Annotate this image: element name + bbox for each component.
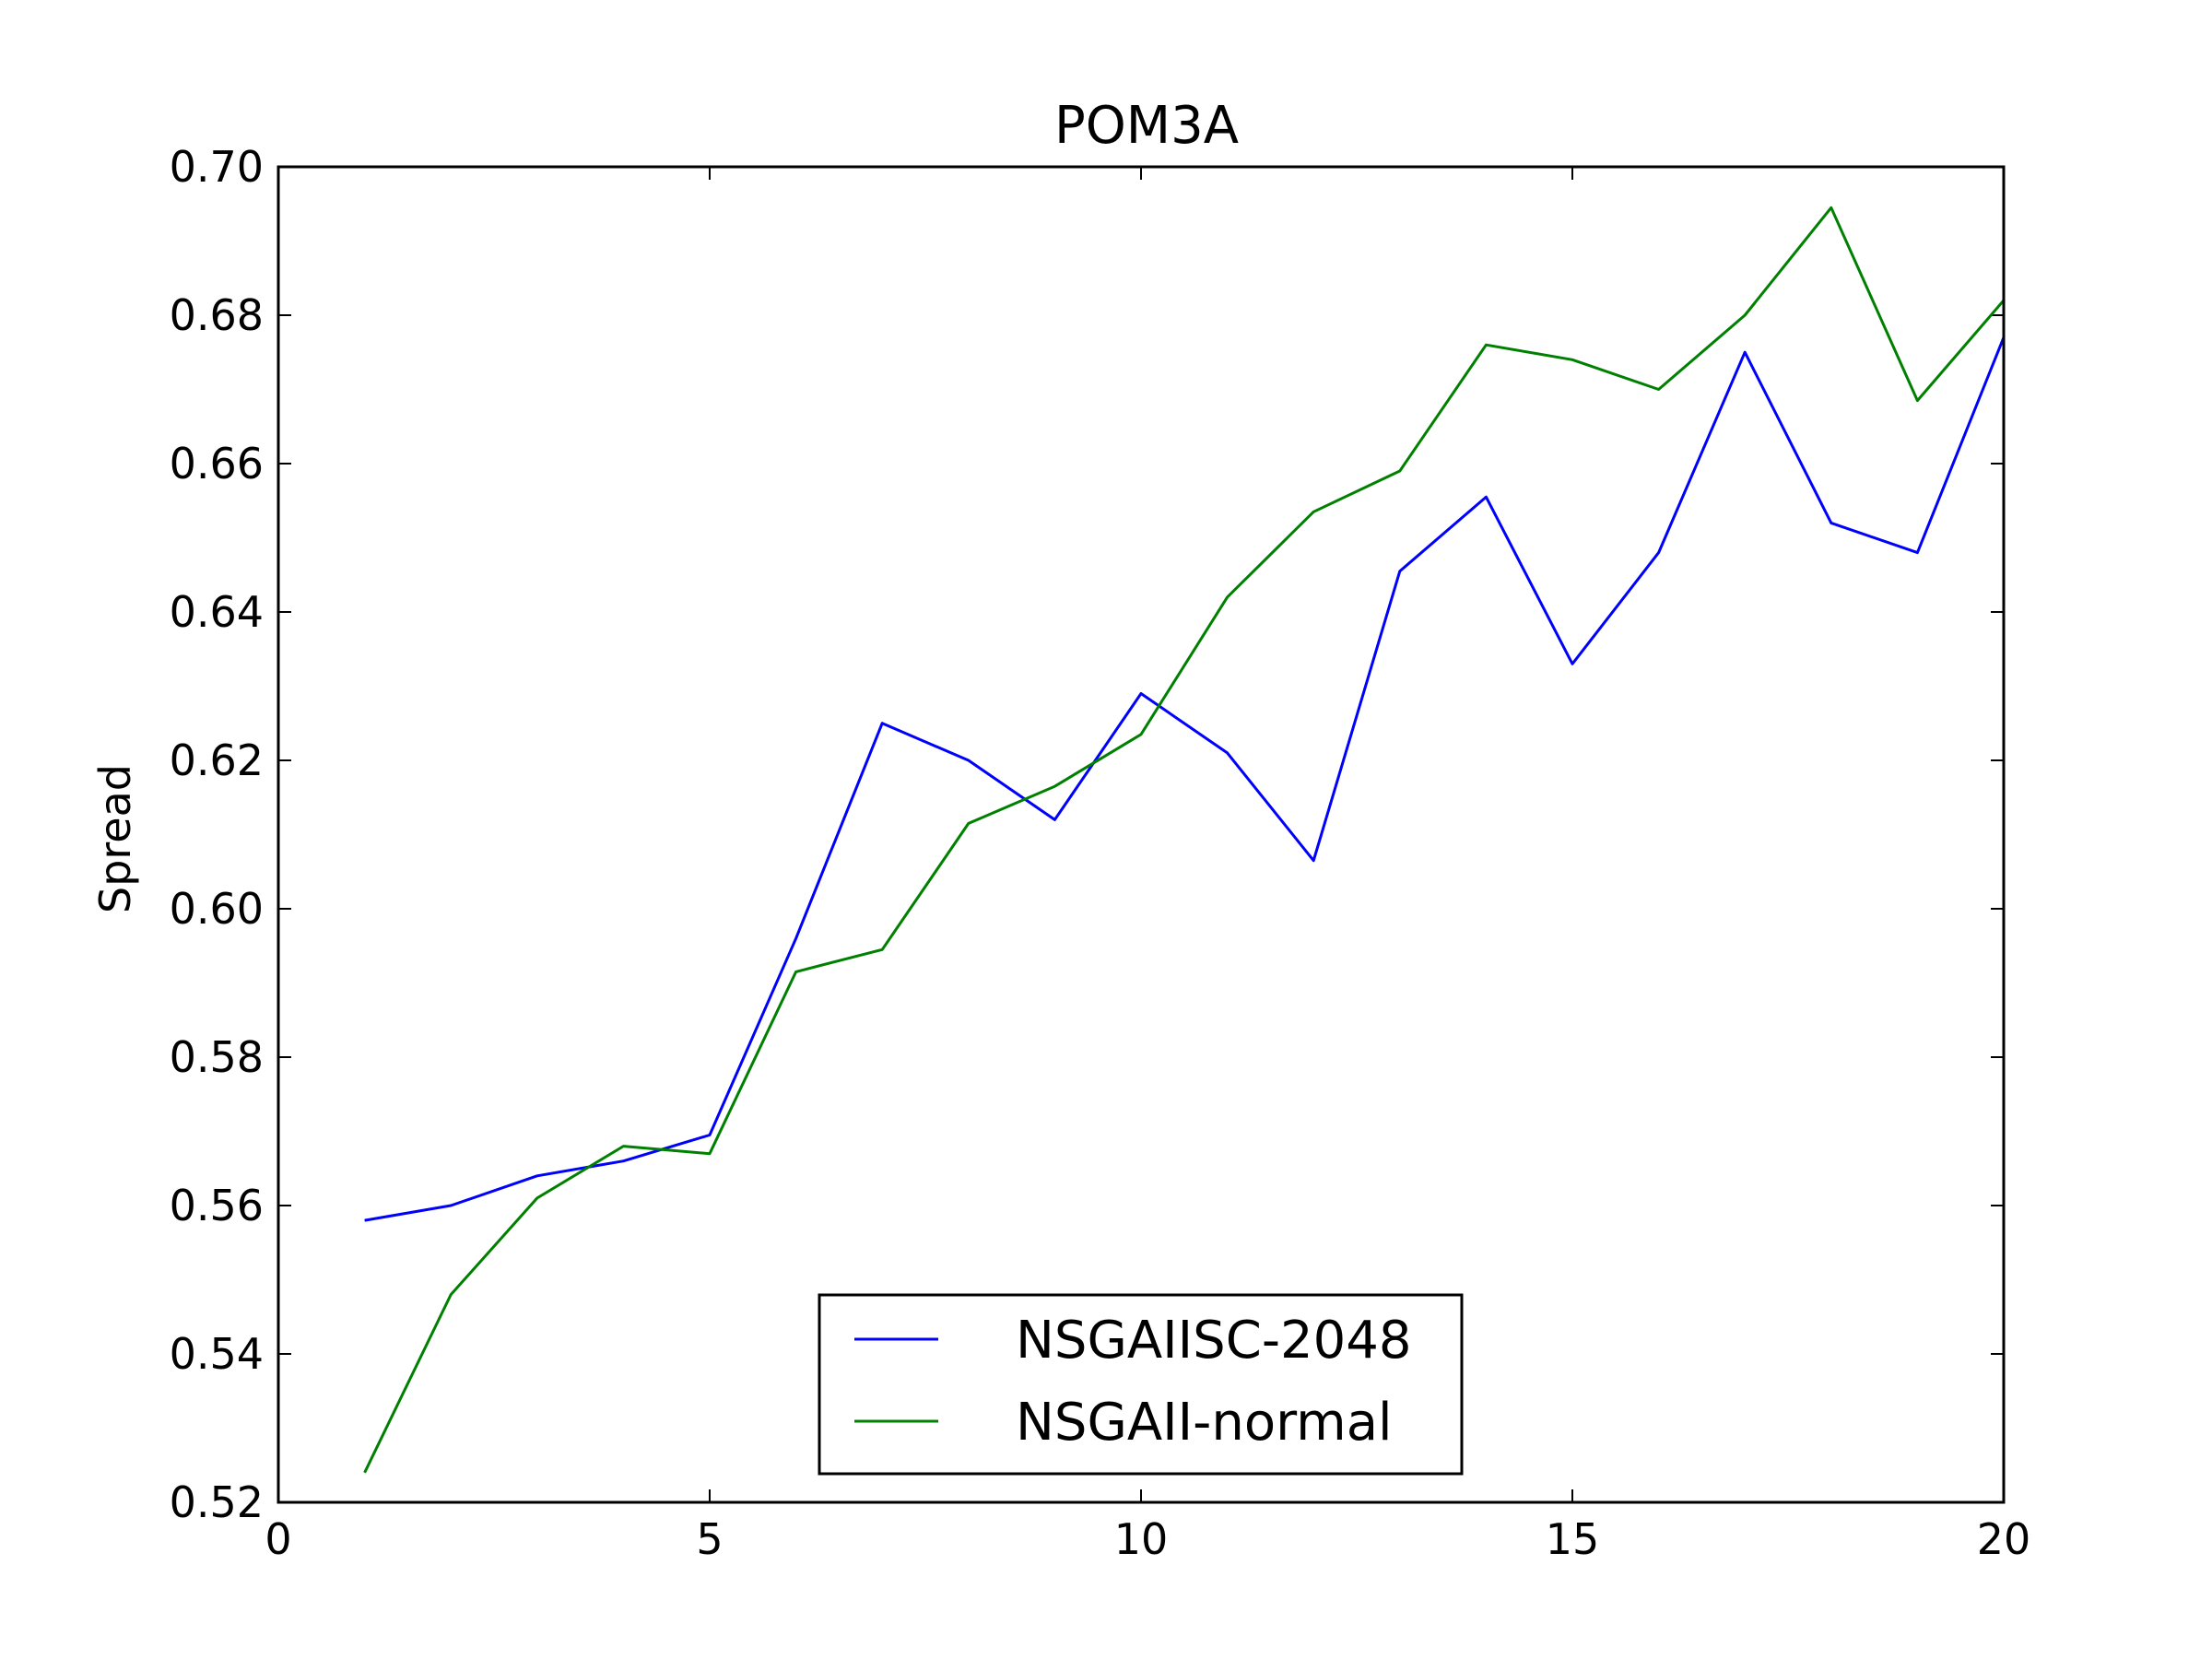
y-tick-label: 0.62 [170,735,264,785]
x-tick-label: 5 [696,1514,723,1564]
legend-label-nsgaiisc-2048: NSGAIISC-2048 [1016,1311,1412,1371]
legend: NSGAIISC-2048 NSGAII-normal [818,1293,1464,1476]
chart-title: POM3A [1054,96,1239,156]
plot-frame [276,165,2006,1504]
x-tick-label: 0 [265,1514,291,1564]
y-tick-label: 0.70 [170,142,264,192]
y-axis-label: Spread [90,764,140,913]
y-tick-label: 0.56 [170,1181,264,1230]
legend-label-nsgaii-normal: NSGAII-normal [1016,1393,1393,1453]
series-line-nsgaii-normal [363,206,2006,1474]
y-tick-label: 0.58 [170,1032,264,1082]
y-tick-label: 0.68 [170,290,264,340]
x-tick-label: 10 [1114,1514,1169,1564]
ticks-group: 0 5 10 15 20 0.52 0.54 0.56 0.58 0.60 0.62 0.64 0.66… [170,142,2031,1564]
y-tick-label: 0.52 [170,1477,264,1527]
y-tick-label: 0.60 [170,884,264,934]
y-tick-label: 0.66 [170,439,264,488]
x-tick-label: 20 [1977,1514,2031,1564]
y-tick-label: 0.54 [170,1329,264,1379]
series-line-nsgaiisc-2048 [364,336,2006,1222]
x-tick-label: 15 [1546,1514,1600,1564]
legend-box [818,1293,1464,1476]
series-group [363,206,2006,1474]
y-tick-label: 0.64 [170,587,264,637]
